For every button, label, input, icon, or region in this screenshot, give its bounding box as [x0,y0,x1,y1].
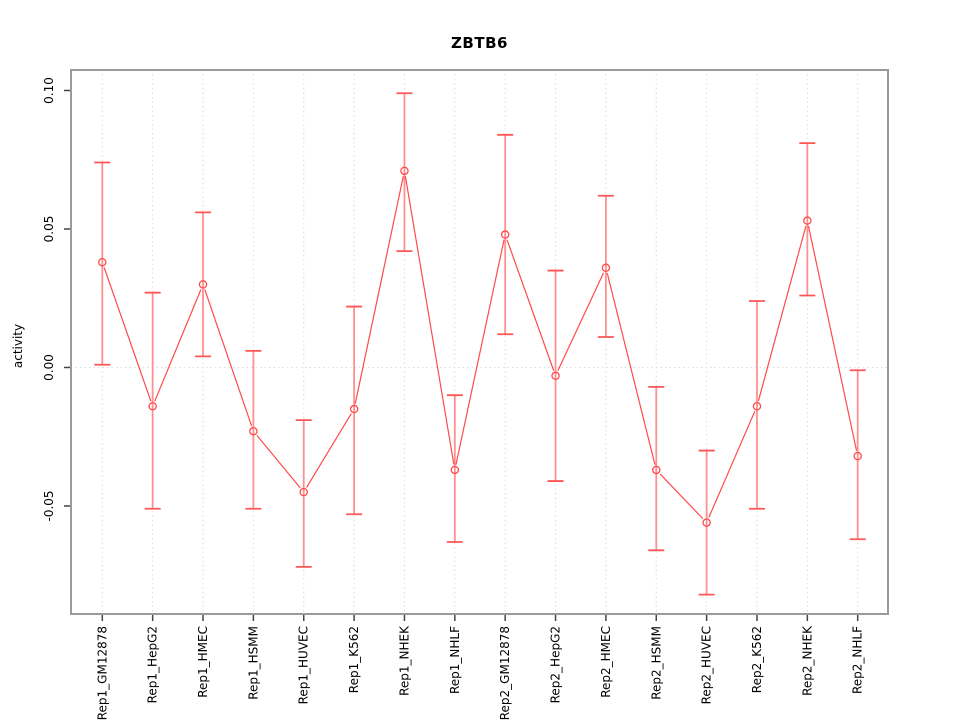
x-tick-label: Rep1_HMEC [196,626,210,698]
x-tick-label: Rep1_HUVEC [297,626,311,704]
x-tick-label: Rep1_GM12878 [95,626,109,720]
x-tick-label: Rep1_HSMM [246,626,260,700]
series-line-segment [757,225,807,402]
data-point [400,166,409,176]
data-point [249,426,258,436]
series-line-segment [204,289,253,427]
chart-title: ZBTB6 [451,34,508,52]
data-point [853,451,862,461]
series-line-segment [659,473,704,520]
series-line-segment [354,176,404,404]
data-point [652,465,661,475]
series-line-segment [256,435,301,489]
series-line-segment [103,267,152,402]
series-line-segment [306,413,352,488]
data-point [803,216,812,225]
y-tick-label: 0.10 [42,77,56,104]
data-point [198,280,208,289]
series-line-segment [506,239,555,371]
data-point [349,404,359,414]
x-tick-label: Rep2_HSMM [649,626,663,700]
data-point [551,371,560,381]
x-tick-label: Rep1_HepG2 [146,626,160,703]
x-tick-label: Rep2_K562 [750,626,764,693]
x-tick-label: Rep1_NHLF [448,626,462,694]
x-tick-label: Rep2_GM12878 [498,626,512,720]
x-tick-label: Rep2_HepG2 [549,626,563,703]
plot-border [70,69,889,615]
y-tick-label: 0.05 [42,216,56,243]
x-tick-label: Rep2_NHEK [800,625,814,696]
series-line-segment [404,176,455,465]
data-point [702,518,711,527]
x-tick-label: Rep2_HMEC [599,626,613,698]
data-point [98,257,107,267]
series-line-segment [606,272,656,465]
x-tick-label: Rep1_K562 [347,626,361,693]
x-tick-label: Rep2_HUVEC [700,626,714,704]
data-point [148,402,157,411]
y-tick-label: 0.00 [42,354,56,381]
series-line-segment [557,272,605,372]
data-point [752,402,762,411]
data-point [450,465,460,475]
series-line-segment [807,225,858,451]
x-tick-label: Rep1_NHEK [397,625,411,696]
y-tick-label: -0.05 [42,490,56,521]
data-point [299,487,308,497]
data-point [601,263,611,273]
series-line-segment [154,289,202,402]
x-tick-label: Rep2_NHLF [851,626,865,694]
series-line-segment [708,411,756,518]
series-line-segment [455,239,505,465]
data-point [500,230,510,239]
